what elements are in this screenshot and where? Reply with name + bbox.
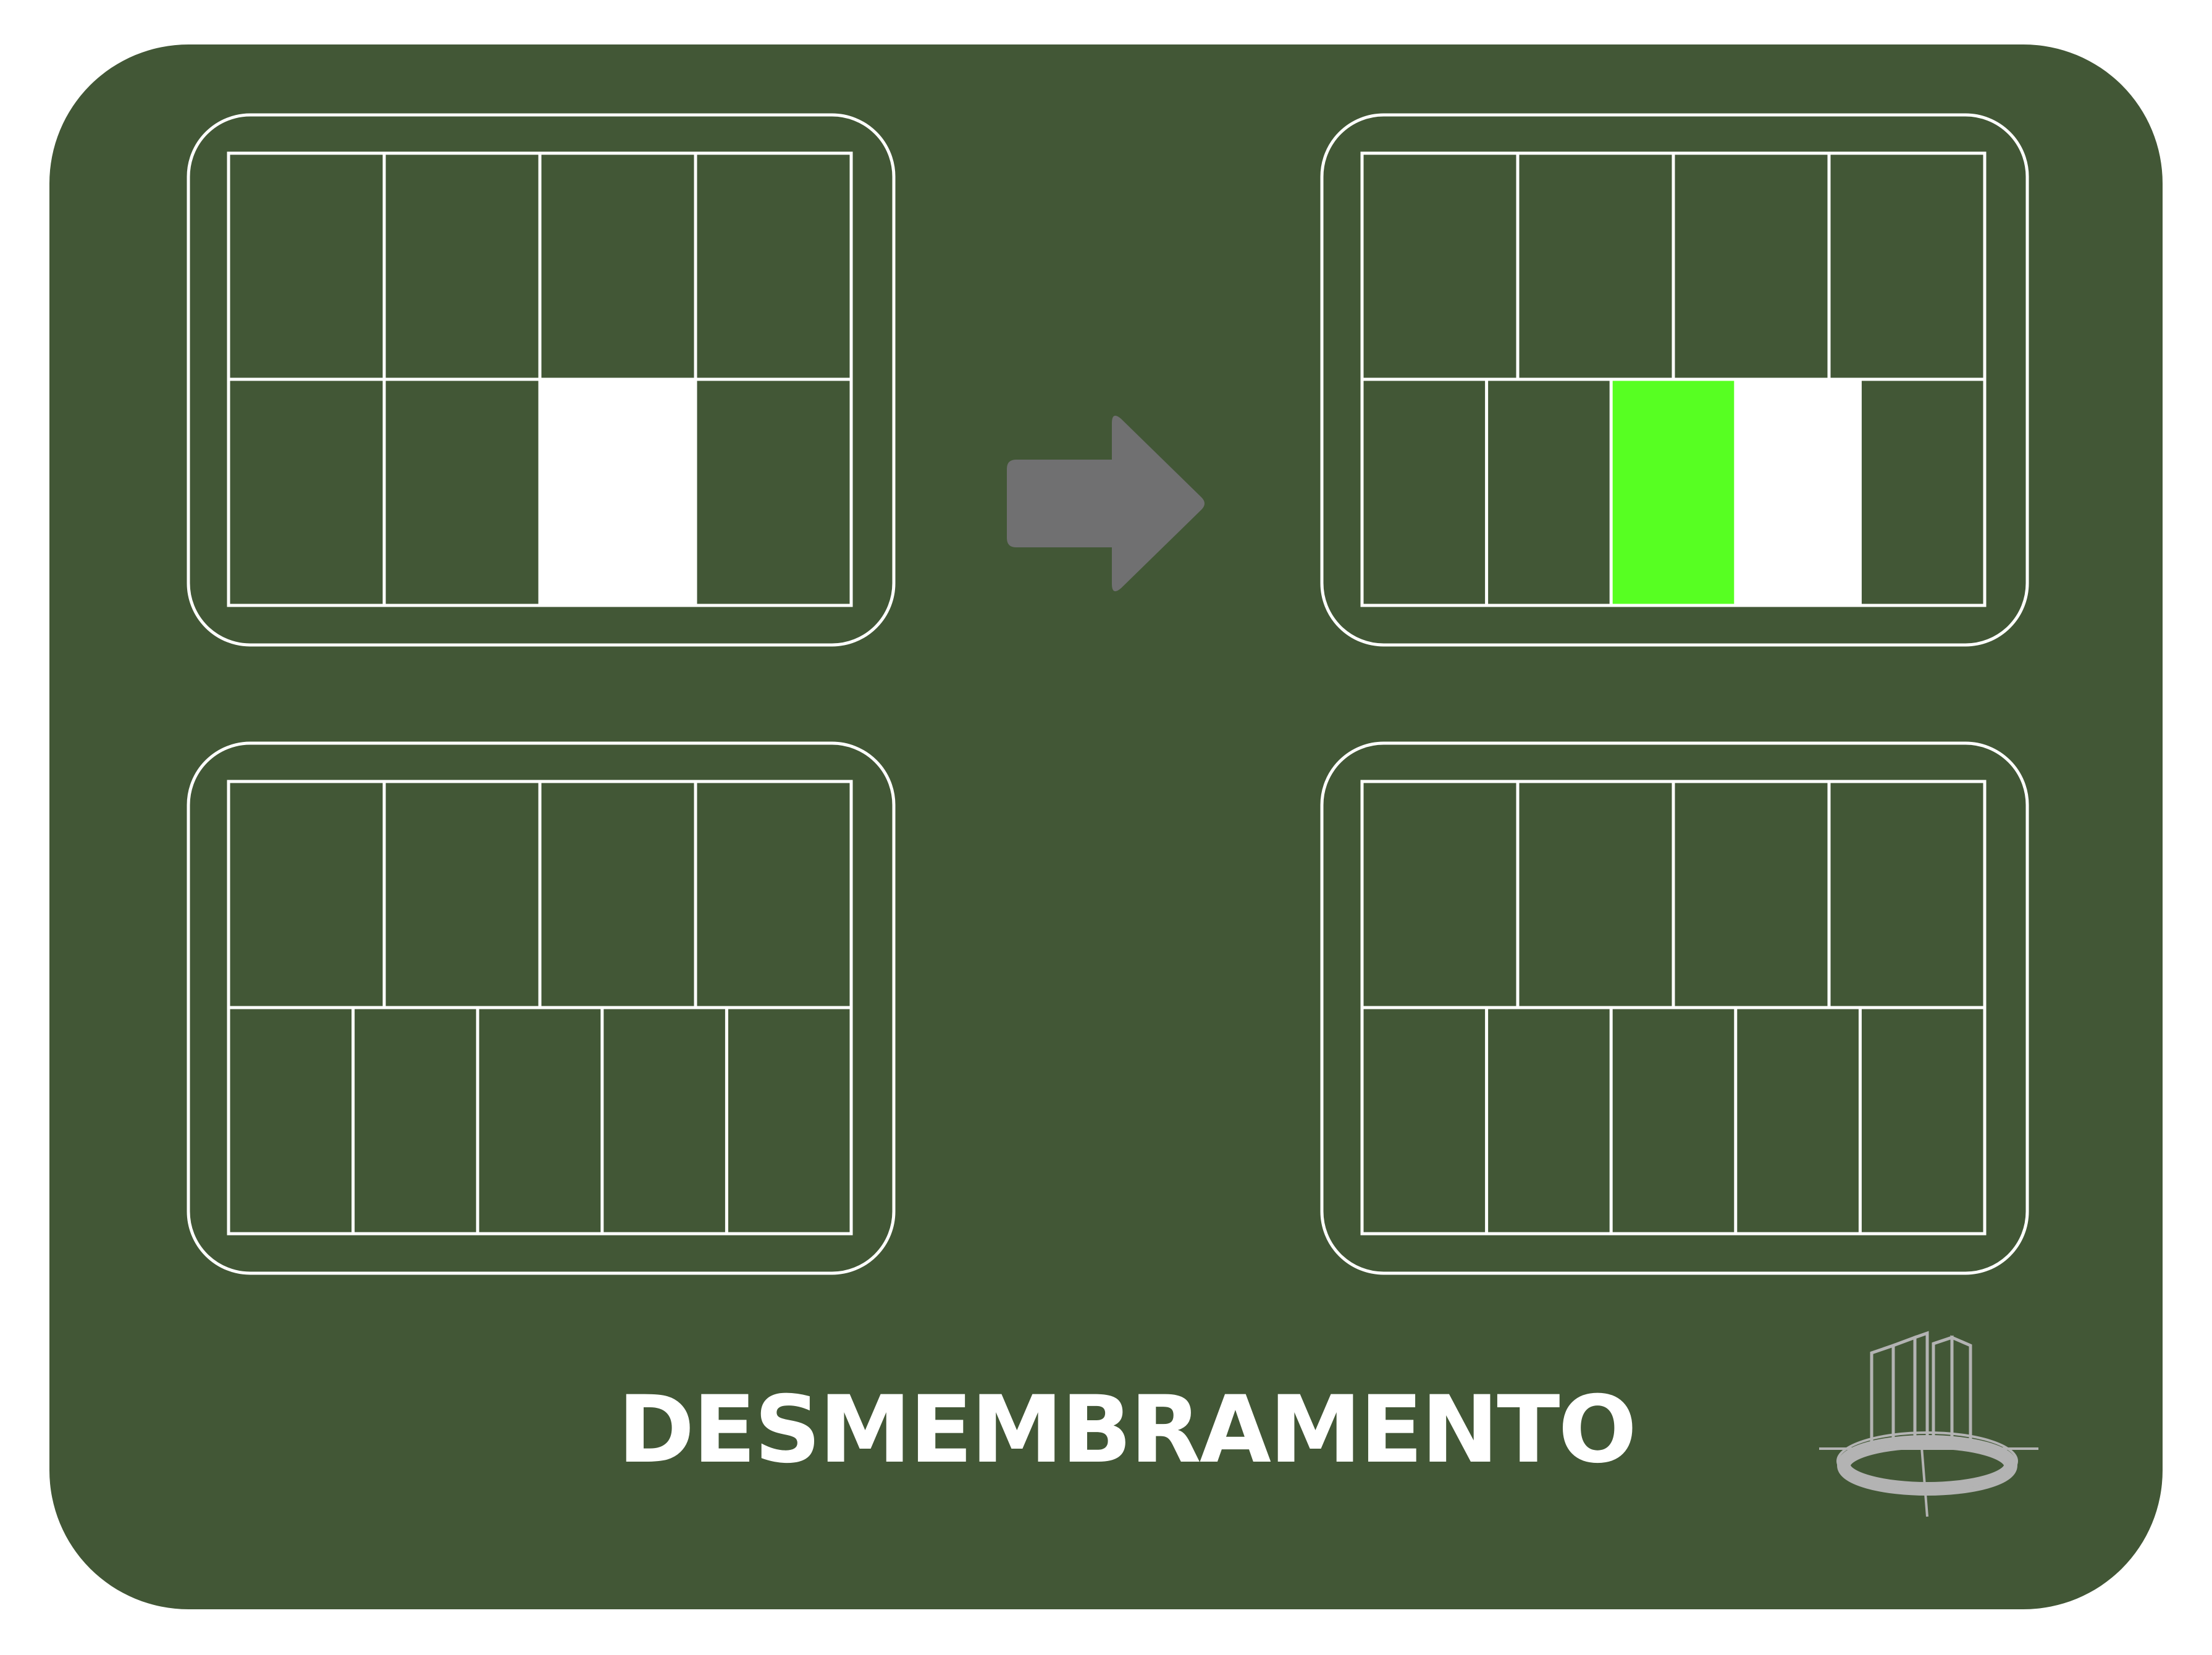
- block-top-left: [187, 113, 896, 647]
- new-lot: [1611, 379, 1736, 605]
- block-outline: [1320, 113, 2029, 647]
- board-background: [49, 44, 2163, 1609]
- arrow-right-icon: [1007, 415, 1205, 592]
- caption-title: DESMEMBRAMENTO: [618, 1376, 1637, 1484]
- nv-logo-icon: [1819, 1331, 2038, 1517]
- block-outline: [187, 113, 896, 647]
- block-top-right: [1320, 113, 2029, 647]
- empty-lot: [1735, 379, 1861, 605]
- block-bottom-left: [187, 741, 896, 1275]
- blocks-layer: [187, 113, 2029, 1275]
- empty-lot: [540, 379, 696, 605]
- block-bottom-right: [1320, 741, 2029, 1275]
- block-outline: [187, 741, 896, 1275]
- block-outline: [1320, 741, 2029, 1275]
